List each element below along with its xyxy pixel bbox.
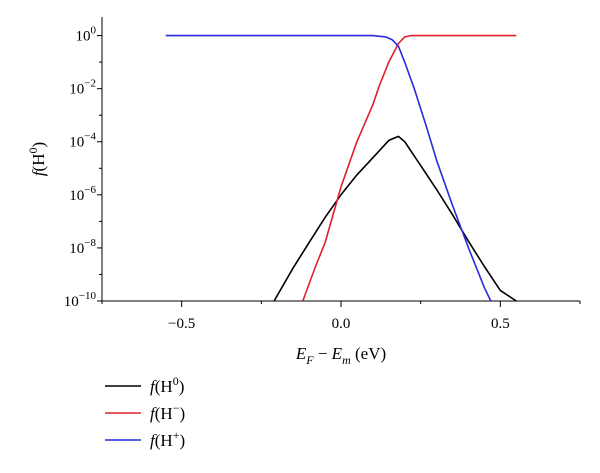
legend: f(H0) f(H−) f(H+) [105, 374, 185, 450]
x-axis-title: EF​ − Em​ (eV) [295, 344, 386, 367]
x-tick-label: 0.0 [332, 316, 351, 332]
y-tick-label: 10−2 [69, 78, 96, 98]
x-tick-label: −0.5 [168, 316, 195, 332]
y-axis-title: f(H0​) [26, 142, 48, 176]
y-tick-label: 10−8 [69, 237, 96, 257]
plot-series [165, 34, 517, 302]
y-tick-label: 10−6 [69, 184, 96, 204]
series-line-h0 [273, 135, 517, 302]
y-tick-label: 100 [76, 25, 97, 45]
y-tick-label: 10−10 [64, 290, 97, 310]
y-tick-label: 10−4 [69, 131, 96, 151]
legend-label-hminus: f(H−) [150, 401, 185, 423]
x-tick-label: 0.5 [491, 316, 510, 332]
legend-label-h0: f(H0) [150, 374, 184, 396]
series-line-hminus [302, 34, 517, 302]
axes: 100 10−2 10−4 10−6 10−8 10−10 −0.5 0.0 0.5 EF​ − … [26, 17, 581, 367]
legend-label-hplus: f(H+) [150, 428, 185, 450]
series-line-hplus [165, 34, 492, 302]
